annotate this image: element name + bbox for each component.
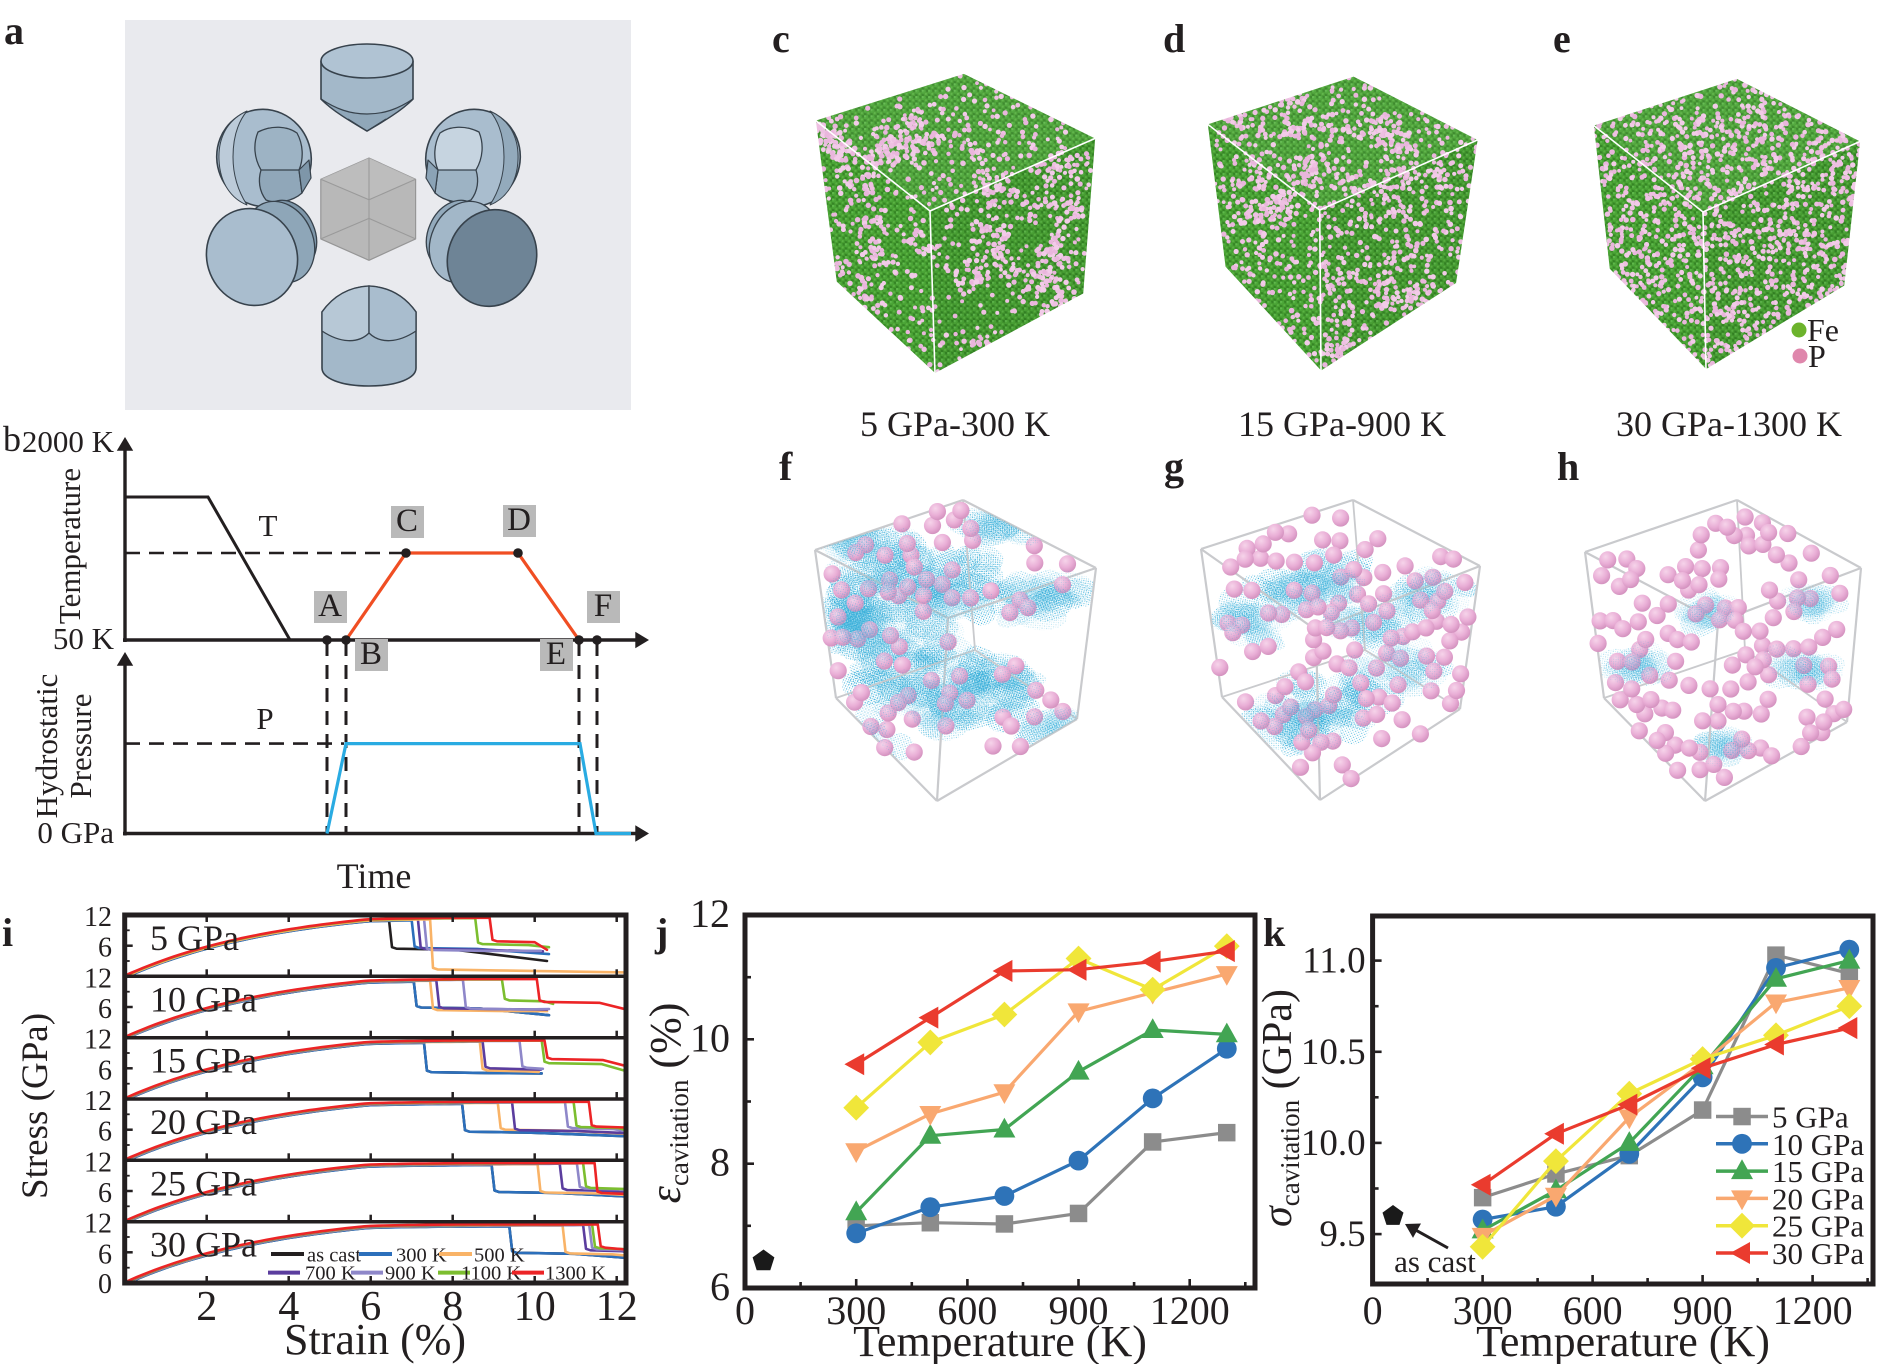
svg-text:600: 600 xyxy=(1563,1288,1623,1333)
svg-text:15 GPa-900 K: 15 GPa-900 K xyxy=(1238,404,1446,444)
svg-text:900: 900 xyxy=(1673,1288,1733,1333)
svg-text:10.0: 10.0 xyxy=(1301,1123,1366,1164)
svg-text:Fe: Fe xyxy=(1807,312,1839,348)
svg-text:D: D xyxy=(507,502,531,538)
svg-text:Temperature (K): Temperature (K) xyxy=(853,1317,1147,1364)
svg-text:300 K: 300 K xyxy=(396,1245,447,1267)
svg-text:Stress (GPa): Stress (GPa) xyxy=(15,1013,56,1199)
svg-text:2000 K: 2000 K xyxy=(22,424,115,459)
svg-text:5 GPa: 5 GPa xyxy=(1772,1100,1849,1135)
svg-text:900: 900 xyxy=(1049,1288,1109,1333)
svg-text:500 K: 500 K xyxy=(474,1245,525,1267)
svg-text:6: 6 xyxy=(98,1055,112,1086)
svg-text:Time: Time xyxy=(337,856,412,896)
svg-text:15 GPa: 15 GPa xyxy=(1772,1154,1864,1189)
svg-text:Pressure: Pressure xyxy=(63,693,98,798)
svg-text:15 GPa: 15 GPa xyxy=(150,1041,257,1081)
svg-text:0: 0 xyxy=(735,1288,755,1333)
svg-text:300: 300 xyxy=(826,1288,886,1333)
svg-text:T: T xyxy=(259,508,278,543)
svg-text:20 GPa: 20 GPa xyxy=(150,1102,257,1142)
svg-text:h: h xyxy=(1557,444,1579,489)
svg-text:2: 2 xyxy=(196,1284,217,1330)
svg-text:600: 600 xyxy=(937,1288,997,1333)
svg-text:f: f xyxy=(779,444,793,489)
svg-text:20 GPa: 20 GPa xyxy=(1772,1181,1864,1216)
svg-text:Temperature: Temperature xyxy=(52,468,87,624)
svg-text:1100 K: 1100 K xyxy=(461,1263,521,1285)
svg-text:30 GPa: 30 GPa xyxy=(1772,1236,1864,1271)
svg-text:g: g xyxy=(1164,444,1184,489)
svg-text:10 GPa: 10 GPa xyxy=(150,979,257,1019)
svg-text:c: c xyxy=(772,16,790,61)
svg-text:12: 12 xyxy=(596,1284,638,1330)
svg-text:8: 8 xyxy=(710,1140,730,1185)
svg-text:25 GPa: 25 GPa xyxy=(150,1163,257,1203)
svg-text:a: a xyxy=(4,8,24,53)
svg-text:10 GPa: 10 GPa xyxy=(1772,1127,1864,1162)
svg-text:4: 4 xyxy=(278,1284,299,1330)
svg-text:εcavitation (%): εcavitation (%) xyxy=(641,1003,694,1204)
svg-text:Temperature (K): Temperature (K) xyxy=(1476,1317,1770,1364)
svg-text:0 GPa: 0 GPa xyxy=(37,815,114,850)
svg-text:300: 300 xyxy=(1453,1288,1513,1333)
svg-text:1200: 1200 xyxy=(1150,1288,1230,1333)
svg-text:5 GPa-300 K: 5 GPa-300 K xyxy=(860,404,1050,444)
svg-text:Hydrostatic: Hydrostatic xyxy=(29,674,64,819)
svg-text:12: 12 xyxy=(84,1025,112,1056)
svg-text:30 GPa: 30 GPa xyxy=(150,1225,257,1265)
svg-text:10: 10 xyxy=(514,1284,556,1330)
svg-text:B: B xyxy=(360,636,382,672)
svg-text:12: 12 xyxy=(84,1147,112,1178)
svg-text:j: j xyxy=(654,910,668,955)
svg-text:25 GPa: 25 GPa xyxy=(1772,1209,1864,1244)
svg-text:6: 6 xyxy=(98,1178,112,1209)
svg-text:E: E xyxy=(546,636,566,672)
svg-text:12: 12 xyxy=(84,1209,112,1240)
svg-text:as cast: as cast xyxy=(1394,1244,1476,1279)
svg-text:6: 6 xyxy=(98,1239,112,1270)
svg-text:as cast: as cast xyxy=(307,1245,361,1267)
svg-text:10.5: 10.5 xyxy=(1301,1032,1366,1073)
svg-text:P: P xyxy=(256,701,273,736)
svg-text:5 GPa: 5 GPa xyxy=(150,918,239,958)
svg-text:e: e xyxy=(1553,16,1571,61)
svg-text:0: 0 xyxy=(1363,1288,1383,1333)
svg-text:1200: 1200 xyxy=(1773,1288,1853,1333)
svg-text:30 GPa-1300 K: 30 GPa-1300 K xyxy=(1616,404,1842,444)
svg-text:6: 6 xyxy=(360,1284,381,1330)
svg-text:A: A xyxy=(318,588,342,624)
svg-text:P: P xyxy=(1808,338,1826,374)
svg-text:b: b xyxy=(3,419,21,459)
svg-text:12: 12 xyxy=(84,963,112,994)
svg-text:σcavitation (GPa): σcavitation (GPa) xyxy=(1255,989,1305,1227)
svg-text:900 K: 900 K xyxy=(385,1263,436,1285)
svg-text:700 K: 700 K xyxy=(305,1263,356,1285)
svg-text:10: 10 xyxy=(690,1015,730,1060)
svg-text:11.0: 11.0 xyxy=(1302,941,1365,982)
svg-text:12: 12 xyxy=(84,902,112,933)
svg-text:6: 6 xyxy=(98,933,112,964)
svg-text:0: 0 xyxy=(98,1269,112,1300)
svg-text:12: 12 xyxy=(84,1086,112,1117)
svg-text:50 K: 50 K xyxy=(53,621,115,656)
svg-text:C: C xyxy=(396,503,418,539)
svg-text:d: d xyxy=(1163,16,1185,61)
svg-text:1300 K: 1300 K xyxy=(545,1263,606,1285)
svg-text:6: 6 xyxy=(98,1117,112,1148)
svg-text:8: 8 xyxy=(442,1284,463,1330)
svg-text:6: 6 xyxy=(98,994,112,1025)
svg-text:i: i xyxy=(2,910,13,955)
svg-text:F: F xyxy=(594,588,612,624)
svg-text:6: 6 xyxy=(710,1264,730,1309)
svg-text:k: k xyxy=(1263,910,1286,955)
svg-text:9.5: 9.5 xyxy=(1319,1214,1365,1255)
svg-text:Strain (%): Strain (%) xyxy=(284,1315,466,1364)
svg-text:12: 12 xyxy=(690,891,730,936)
